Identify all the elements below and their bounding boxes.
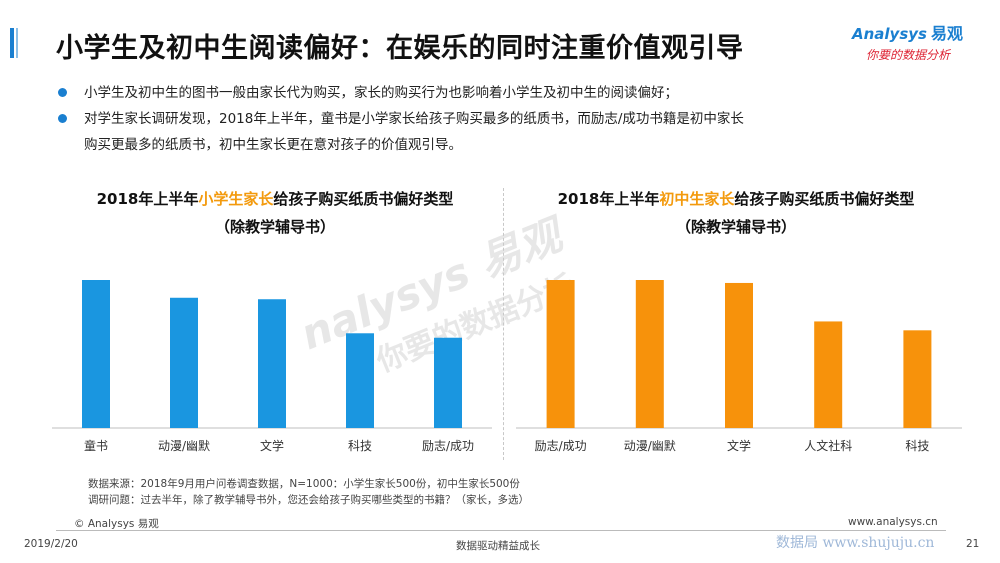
title-accent-bar-secondary: [16, 28, 18, 58]
footer-date: 2019/2/20: [24, 538, 78, 550]
bullet-item-1: 小学生及初中生的图书一般由家长代为购买，家长的购买行为也影响着小学生及初中生的阅…: [56, 80, 936, 106]
footer-slogan: 数据驱动精益成长: [456, 540, 540, 552]
left-bar-3: [258, 299, 286, 428]
right-category-label-2: 动漫/幽默: [624, 438, 676, 453]
left-category-label-5: 励志/成功: [422, 439, 474, 453]
source-line-2: 调研问题：过去半年，除了教学辅导书外，您还会给孩子购买哪些类型的书籍？（家长，多…: [88, 494, 529, 506]
analysys-logo: Analysys 易观 你要的数据分析: [852, 20, 982, 68]
right-bar-3: [725, 282, 753, 428]
right-chart-subtitle: （除教学辅导书）: [675, 218, 796, 236]
left-title-prefix: 2018年上半年: [96, 190, 199, 208]
footer-divider: [56, 530, 946, 531]
right-bar-5: [903, 330, 932, 428]
left-title-highlight: 小学生家长: [198, 190, 274, 208]
logo-cn: 易观: [930, 24, 963, 43]
bullet-2-line-2: 购买更最多的纸质书，初中生家长更在意对孩子的价值观引导。: [84, 137, 462, 153]
left-category-label-1: 童书: [84, 438, 108, 453]
logo-slogan: 你要的数据分析: [866, 48, 951, 62]
chart-divider: [503, 188, 504, 460]
right-bar-2: [635, 280, 664, 428]
copyright: © Analysys 易观: [74, 518, 159, 530]
bullet-1-line-1: 小学生及初中生的图书一般由家长代为购买，家长的购买行为也影响着小学生及初中生的阅…: [84, 85, 678, 101]
logo-a-icon: A: [852, 25, 864, 43]
right-category-label-5: 科技: [905, 439, 929, 453]
left-bar-5: [434, 337, 462, 428]
left-chart-title: 2018年上半年小学生家长给孩子购买纸质书偏好类型: [80, 188, 470, 209]
right-bar-4: [814, 321, 843, 428]
left-category-label-3: 文学: [260, 438, 284, 453]
left-chart-subtitle: （除教学辅导书）: [214, 218, 335, 236]
page-title: 小学生及初中生阅读偏好：在娱乐的同时注重价值观引导: [56, 33, 744, 64]
right-chart-title: 2018年上半年初中生家长给孩子购买纸质书偏好类型: [536, 188, 936, 209]
left-category-label-2: 动漫/幽默: [158, 438, 210, 453]
right-bar-chart: 励志/成功 动漫/幽默 文学 人文社科 科技: [516, 280, 962, 453]
right-title-suffix: 给孩子购买纸质书偏好类型: [734, 190, 915, 208]
left-title-suffix: 给孩子购买纸质书偏好类型: [273, 190, 454, 208]
left-bar-2: [170, 297, 198, 428]
left-bar-chart: 童书 动漫/幽默 文学 科技 励志/成功: [52, 280, 492, 453]
logo-text: nalysys: [863, 25, 927, 43]
bullet-2-line-1: 对学生家长调研发现，2018年上半年，童书是小学家长给孩子购买最多的纸质书，而励…: [84, 111, 744, 127]
data-source: 数据来源：2018年9月用户问卷调查数据，N=1000：小学生家长500份，初中…: [88, 476, 529, 508]
left-category-label-4: 科技: [348, 439, 372, 453]
website-link[interactable]: www.analysys.cn: [848, 516, 938, 528]
footer-watermark: 数据局 www.shujuju.cn: [776, 535, 935, 551]
left-bar-4: [346, 333, 374, 428]
right-bar-1: [546, 280, 575, 428]
right-title-highlight: 初中生家长: [659, 190, 735, 208]
page-number: 21: [966, 538, 980, 550]
left-bar-1: [82, 280, 110, 428]
right-category-label-4: 人文社科: [804, 438, 852, 453]
right-title-prefix: 2018年上半年: [557, 190, 660, 208]
bullet-item-2: 对学生家长调研发现，2018年上半年，童书是小学家长给孩子购买最多的纸质书，而励…: [56, 106, 936, 158]
title-accent-bar: [10, 28, 14, 58]
right-category-label-3: 文学: [727, 438, 751, 453]
bullet-list: 小学生及初中生的图书一般由家长代为购买，家长的购买行为也影响着小学生及初中生的阅…: [56, 80, 936, 158]
source-line-1: 数据来源：2018年9月用户问卷调查数据，N=1000：小学生家长500份，初中…: [88, 478, 520, 490]
right-category-label-1: 励志/成功: [535, 439, 587, 453]
